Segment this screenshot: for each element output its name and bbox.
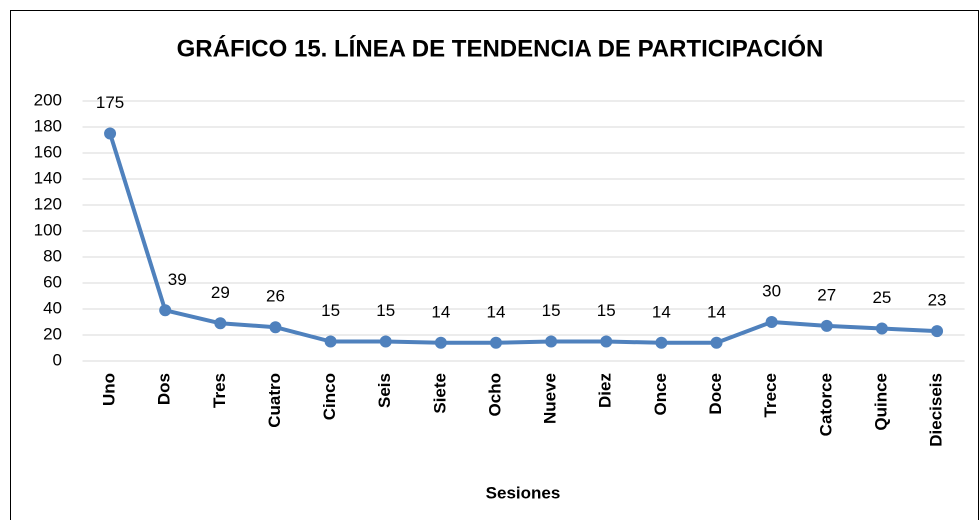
marker [600, 335, 613, 348]
data-label: 15 [376, 301, 395, 320]
x-tick-label: Dos [155, 373, 174, 405]
marker [765, 316, 778, 328]
x-tick-label: Ocho [485, 373, 504, 416]
marker [269, 321, 282, 334]
y-tick-label: 160 [34, 142, 62, 161]
x-tick-label: Cuatro [265, 373, 284, 428]
y-tick-label: 40 [43, 298, 62, 317]
y-tick-label: 60 [43, 272, 62, 291]
data-label: 14 [487, 302, 506, 321]
data-label: 25 [872, 288, 891, 307]
x-tick-label: Uno [100, 373, 119, 406]
chart-title: GRÁFICO 15. LÍNEA DE TENDENCIA DE PARTIC… [177, 34, 824, 62]
x-tick-label: Trece [761, 373, 780, 417]
y-tick-label: 20 [43, 324, 62, 343]
data-label: 175 [96, 93, 124, 112]
y-tick-label: 80 [43, 246, 62, 265]
x-tick-label: Quince [871, 373, 890, 431]
marker [931, 325, 944, 338]
data-label: 15 [321, 301, 340, 320]
data-label: 23 [928, 291, 947, 310]
x-tick-label: Nueve [541, 373, 560, 424]
data-label: 14 [707, 302, 726, 321]
x-tick-label: Diez [596, 373, 615, 408]
x-tick-label: Once [651, 373, 670, 416]
y-tick-label: 180 [34, 116, 62, 135]
y-tick-label: 0 [53, 350, 62, 369]
marker [379, 335, 392, 348]
x-tick-label: Doce [706, 373, 725, 415]
x-tick-label: Siete [430, 373, 449, 414]
y-tick-label: 120 [34, 194, 62, 213]
y-tick-label: 100 [34, 220, 62, 239]
marker [214, 317, 227, 330]
x-tick-label: Seis [375, 373, 394, 408]
data-label: 15 [542, 301, 561, 320]
data-label: 14 [431, 302, 450, 321]
marker [159, 304, 172, 317]
data-label: 15 [597, 301, 616, 320]
marker [545, 335, 558, 348]
x-tick-label: Catorce [816, 373, 835, 436]
x-tick-label: Tres [210, 373, 229, 408]
marker [710, 336, 723, 349]
x-tick-label: Dieciseis [927, 373, 946, 447]
data-label: 26 [266, 287, 285, 306]
marker [104, 127, 117, 140]
line [108, 132, 938, 345]
y-tick-label: 140 [34, 168, 62, 187]
data-label: 29 [211, 283, 230, 302]
marker [820, 319, 833, 332]
y-tick-label: 200 [34, 90, 62, 109]
data-label: 27 [817, 285, 836, 304]
chart-frame [10, 10, 979, 520]
marker [655, 336, 668, 349]
marker [875, 322, 888, 335]
data-label: 39 [168, 270, 187, 289]
marker [324, 335, 337, 348]
marker [489, 336, 502, 349]
marker [434, 336, 447, 349]
data-label: 30 [762, 281, 781, 300]
x-axis-label: Sesiones [486, 483, 561, 502]
x-tick-label: Cinco [320, 373, 339, 420]
data-label: 14 [652, 302, 671, 321]
